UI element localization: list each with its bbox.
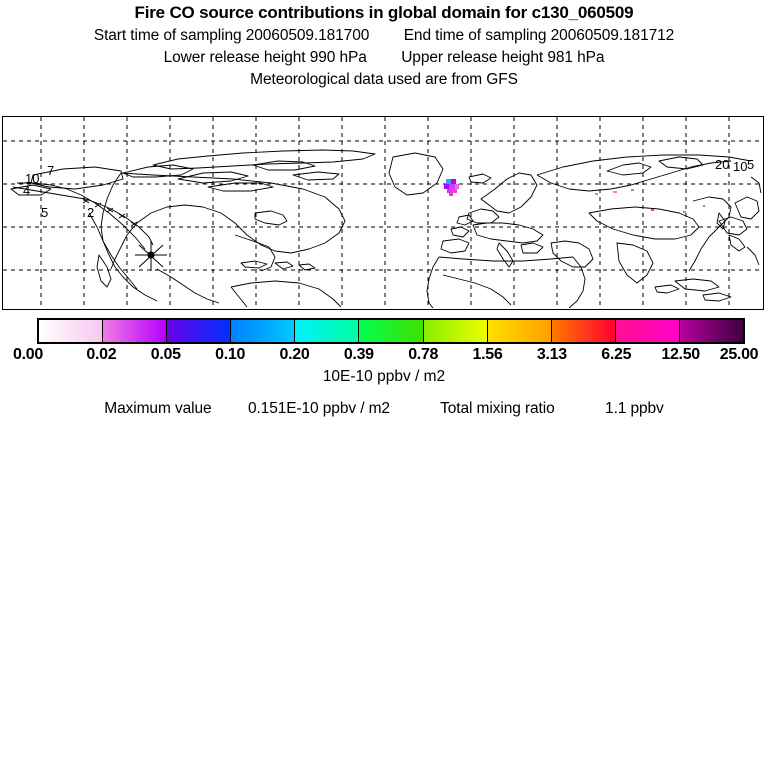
- day-label-cluster-2: 5: [747, 157, 754, 172]
- end-time-value: 20060509.181712: [550, 27, 675, 44]
- footer-statistics: Maximum value 0.151E-10 ppbv / m2 Total …: [0, 400, 768, 418]
- colorbar-tick-2: 0.05: [150, 346, 181, 363]
- colorbar-segment-9: [615, 320, 680, 342]
- concentration-plume-asia: [595, 189, 705, 213]
- colorbar-segment-1: [103, 320, 168, 342]
- coastlines: [10, 149, 762, 308]
- map-svg: 2 4 5 7 10 20 10 5: [3, 117, 762, 308]
- colorbar-tick-4: 0.20: [279, 346, 310, 363]
- lower-release-value: 990 hPa: [309, 49, 367, 66]
- colorbar-tick-1: 0.02: [86, 346, 117, 363]
- colorbar-segment-6: [423, 320, 488, 342]
- day-label-2: 2: [87, 205, 94, 220]
- upper-release-label: Upper release height: [401, 49, 544, 66]
- colorbar-tick-0: 0.00: [13, 346, 43, 363]
- back-trajectory: [12, 182, 154, 250]
- plot-header: Fire CO source contributions in global d…: [0, 0, 768, 89]
- colorbar-segment-2: [167, 320, 232, 342]
- day-label-5: 5: [41, 205, 48, 220]
- release-height-line: Lower release height 990 hPa Upper relea…: [0, 49, 768, 67]
- end-time-label: End time of sampling: [403, 27, 547, 44]
- concentration-plume-europe: [444, 179, 459, 196]
- page-title: Fire CO source contributions in global d…: [134, 3, 634, 22]
- colorbar-tick-7: 1.56: [472, 346, 503, 363]
- colorbar-segment-8: [551, 320, 616, 342]
- total-mixing-ratio-label: Total mixing ratio: [440, 400, 555, 417]
- colorbar-tick-labels: 0.00 0.02 0.05 0.10 0.20 0.39 0.78 1.56 3.13 6.25…: [0, 346, 768, 366]
- colorbar-segment-5: [359, 320, 424, 342]
- upper-release-value: 981 hPa: [547, 49, 605, 66]
- colorbar-segment-7: [487, 320, 552, 342]
- colorbar-units-label: 10E-10 ppbv / m2: [322, 368, 446, 385]
- day-label-cluster: 10: [733, 159, 747, 174]
- start-time-label: Start time of sampling: [93, 27, 242, 44]
- sampling-time-line: Start time of sampling 20060509.181700 E…: [0, 27, 768, 45]
- colorbar-tick-11: 25.00: [719, 346, 759, 363]
- release-site-star: [135, 241, 167, 271]
- max-value-value: 0.151E-10 ppbv / m2: [247, 400, 390, 417]
- day-label-7: 7: [47, 163, 54, 178]
- colorbar-segment-4: [295, 320, 360, 342]
- colorbar-segment-0: [39, 320, 104, 342]
- day-label-10: 10: [25, 171, 39, 186]
- met-data-line: Meteorological data used are from GFS: [250, 71, 518, 88]
- colorbar: [37, 318, 745, 344]
- trajectory-day-labels: 2 4 5 7 10 20 10 5: [23, 157, 754, 220]
- lower-release-label: Lower release height: [163, 49, 306, 66]
- colorbar-tick-10: 12.50: [661, 346, 700, 363]
- world-map-plot: 2 4 5 7 10 20 10 5: [2, 116, 764, 310]
- colorbar-tick-5: 0.39: [343, 346, 374, 363]
- day-label-20: 20: [715, 157, 729, 172]
- total-mixing-ratio-value: 1.1 ppbv: [605, 400, 664, 417]
- colorbar-tick-6: 0.78: [408, 346, 439, 363]
- trajectory-endpoint-markers: [82, 198, 138, 227]
- start-time-value: 20060509.181700: [245, 27, 370, 44]
- colorbar-tick-8: 3.13: [536, 346, 567, 363]
- colorbar-tick-3: 0.10: [215, 346, 246, 363]
- colorbar-tick-9: 6.25: [601, 346, 632, 363]
- colorbar-segment-10: [679, 320, 744, 342]
- day-label-4: 4: [23, 183, 30, 198]
- max-value-label: Maximum value: [104, 400, 212, 417]
- colorbar-segment-3: [231, 320, 296, 342]
